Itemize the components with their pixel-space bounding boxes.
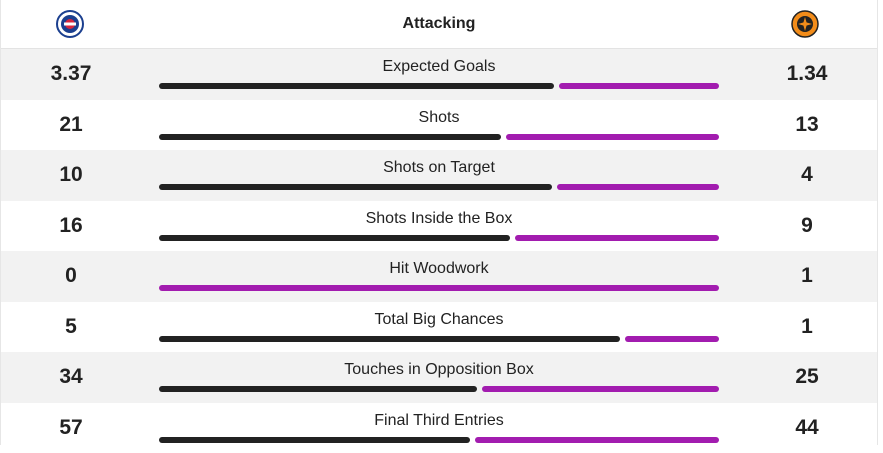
stats-header: Attacking: [1, 0, 877, 49]
comparison-bar: [159, 437, 719, 443]
stat-label: Hit Woodwork: [159, 260, 719, 278]
away-bar: [482, 386, 719, 392]
home-value: 0: [31, 264, 111, 288]
home-value: 16: [31, 214, 111, 238]
home-bar: [159, 83, 554, 89]
home-value: 10: [31, 163, 111, 187]
comparison-bar: [159, 83, 719, 89]
home-value: 5: [31, 315, 111, 339]
dundee-united-crest-icon: [791, 10, 819, 38]
stat-row: 10 Shots on Target 4: [1, 150, 877, 201]
away-bar: [506, 134, 719, 140]
comparison-bar: [159, 134, 719, 140]
away-value: 25: [767, 365, 847, 389]
home-value: 3.37: [31, 62, 111, 86]
home-bar: [159, 134, 501, 140]
stat-row: 16 Shots Inside the Box 9: [1, 201, 877, 252]
away-bar: [515, 235, 719, 241]
away-value: 1.34: [767, 62, 847, 86]
stat-row: 57 Final Third Entries 44: [1, 403, 877, 453]
stat-row: 5 Total Big Chances 1: [1, 302, 877, 353]
away-value: 9: [767, 214, 847, 238]
stat-row: 3.37 Expected Goals 1.34: [1, 49, 877, 100]
away-bar: [475, 437, 719, 443]
comparison-bar: [159, 184, 719, 190]
stat-row: 34 Touches in Opposition Box 25: [1, 352, 877, 403]
away-value: 13: [767, 113, 847, 137]
home-bar: [159, 235, 510, 241]
stat-label: Shots Inside the Box: [159, 210, 719, 228]
away-value: 1: [767, 264, 847, 288]
away-bar: [557, 184, 719, 190]
home-bar: [159, 184, 552, 190]
section-title: Attacking: [1, 15, 877, 33]
home-value: 57: [31, 416, 111, 440]
comparison-bar: [159, 386, 719, 392]
away-bar: [559, 83, 719, 89]
away-value: 4: [767, 163, 847, 187]
comparison-bar: [159, 336, 719, 342]
home-bar: [159, 336, 620, 342]
stat-label: Expected Goals: [159, 58, 719, 76]
stat-label: Touches in Opposition Box: [159, 361, 719, 379]
away-bar: [159, 285, 719, 291]
home-bar: [159, 437, 470, 443]
stat-row: 21 Shots 13: [1, 100, 877, 151]
away-value: 44: [767, 416, 847, 440]
home-bar: [159, 386, 477, 392]
stat-label: Shots: [159, 109, 719, 127]
away-bar: [625, 336, 719, 342]
stat-label: Total Big Chances: [159, 311, 719, 329]
comparison-bar: [159, 235, 719, 241]
attacking-stats-panel: Attacking 3.37 Expected Goals 1.34 21 Shots 1…: [0, 0, 878, 445]
home-value: 34: [31, 365, 111, 389]
away-value: 1: [767, 315, 847, 339]
comparison-bar: [159, 285, 719, 291]
home-value: 21: [31, 113, 111, 137]
stat-label: Final Third Entries: [159, 412, 719, 430]
stat-row: 0 Hit Woodwork 1: [1, 251, 877, 302]
stat-label: Shots on Target: [159, 159, 719, 177]
